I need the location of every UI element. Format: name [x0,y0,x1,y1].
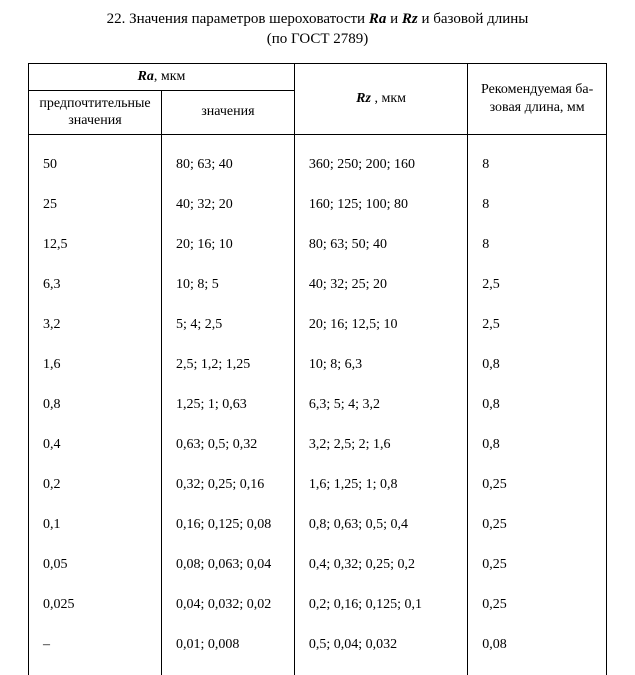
base-length-value: 8 [482,185,606,225]
table-body-row: 502512,56,33,21,60,80,40,20,10,050,025– … [29,134,607,675]
base-length-label: Рекомендуемая ба- зовая длина, мм [481,82,593,115]
caption-rz-symbol: Rz [402,11,418,27]
ra-value: 20; 16; 10 [176,225,294,265]
col-ra-preferred: 502512,56,33,21,60,80,40,20,10,050,025– [29,134,162,675]
ra-pref-value: – [43,625,161,665]
col-rz-values: 360; 250; 200; 160160; 125; 100; 8080; 6… [294,134,467,675]
caption-suffix: и базовой длины [418,11,529,27]
ra-values-label: значения [201,104,254,119]
rz-value: 0,5; 0,04; 0,032 [309,625,467,665]
ra-pref-value: 0,2 [43,465,161,505]
ra-value: 0,08; 0,063; 0,04 [176,545,294,585]
base-length-value: 2,5 [482,305,606,345]
base-length-value: 2,5 [482,265,606,305]
ra-pref-value: 0,4 [43,425,161,465]
ra-pref-value: 0,05 [43,545,161,585]
ra-value: 80; 63; 40 [176,145,294,185]
rz-value: 360; 250; 200; 160 [309,145,467,185]
ra-preferred-label: предпочтительные значения [39,96,150,129]
rz-unit: , мкм [371,91,406,106]
col-header-rz: Rz , мкм [294,64,467,135]
rz-value: 10; 8; 6,3 [309,345,467,385]
ra-value: 0,63; 0,5; 0,32 [176,425,294,465]
ra-pref-value: 0,1 [43,505,161,545]
ra-pref-value: 25 [43,185,161,225]
base-length-value: 0,25 [482,585,606,625]
col-base-length: 8882,52,50,80,80,80,250,250,250,250,08 [468,134,607,675]
ra-value: 0,32; 0,25; 0,16 [176,465,294,505]
base-length-value: 8 [482,145,606,185]
rz-value: 6,3; 5; 4; 3,2 [309,385,467,425]
ra-pref-value: 6,3 [43,265,161,305]
ra-value: 0,04; 0,032; 0,02 [176,585,294,625]
col-header-ra-values: значения [161,90,294,134]
rz-value: 160; 125; 100; 80 [309,185,467,225]
ra-value: 40; 32; 20 [176,185,294,225]
base-length-value: 0,08 [482,625,606,665]
base-length-value: 8 [482,225,606,265]
base-length-value: 0,8 [482,345,606,385]
ra-unit: , мкм [154,69,186,84]
ra-value: 10; 8; 5 [176,265,294,305]
caption-mid: и [386,11,402,27]
table-caption: 22. Значения параметров шероховатости Ra… [28,10,607,49]
rz-value: 80; 63; 50; 40 [309,225,467,265]
ra-value: 0,01; 0,008 [176,625,294,665]
ra-value: 2,5; 1,2; 1,25 [176,345,294,385]
rz-value: 0,2; 0,16; 0,125; 0,1 [309,585,467,625]
roughness-table: Ra, мкм Rz , мкм Рекомендуемая ба- зовая… [28,63,607,675]
col-ra-values: 80; 63; 4040; 32; 2020; 16; 1010; 8; 55;… [161,134,294,675]
rz-value: 20; 16; 12,5; 10 [309,305,467,345]
rz-value: 40; 32; 25; 20 [309,265,467,305]
caption-line2: (по ГОСТ 2789) [267,31,369,47]
ra-symbol: Ra [138,69,154,84]
ra-value: 5; 4; 2,5 [176,305,294,345]
rz-symbol: Rz [356,91,371,106]
base-length-value: 0,25 [482,545,606,585]
col-header-ra-group: Ra, мкм [29,64,295,91]
ra-pref-value: 50 [43,145,161,185]
rz-value: 3,2; 2,5; 2; 1,6 [309,425,467,465]
rz-value: 0,4; 0,32; 0,25; 0,2 [309,545,467,585]
ra-value: 1,25; 1; 0,63 [176,385,294,425]
base-length-value: 0,25 [482,465,606,505]
caption-prefix: 22. Значения параметров шероховатости [107,11,369,27]
col-header-base-length: Рекомендуемая ба- зовая длина, мм [468,64,607,135]
rz-value: 0,8; 0,63; 0,5; 0,4 [309,505,467,545]
ra-pref-value: 3,2 [43,305,161,345]
base-length-value: 0,8 [482,425,606,465]
ra-pref-value: 1,6 [43,345,161,385]
col-header-ra-preferred: предпочтительные значения [29,90,162,134]
ra-pref-value: 0,8 [43,385,161,425]
rz-value: 1,6; 1,25; 1; 0,8 [309,465,467,505]
base-length-value: 0,8 [482,385,606,425]
base-length-value: 0,25 [482,505,606,545]
ra-pref-value: 12,5 [43,225,161,265]
caption-ra-symbol: Ra [369,11,387,27]
ra-value: 0,16; 0,125; 0,08 [176,505,294,545]
ra-pref-value: 0,025 [43,585,161,625]
